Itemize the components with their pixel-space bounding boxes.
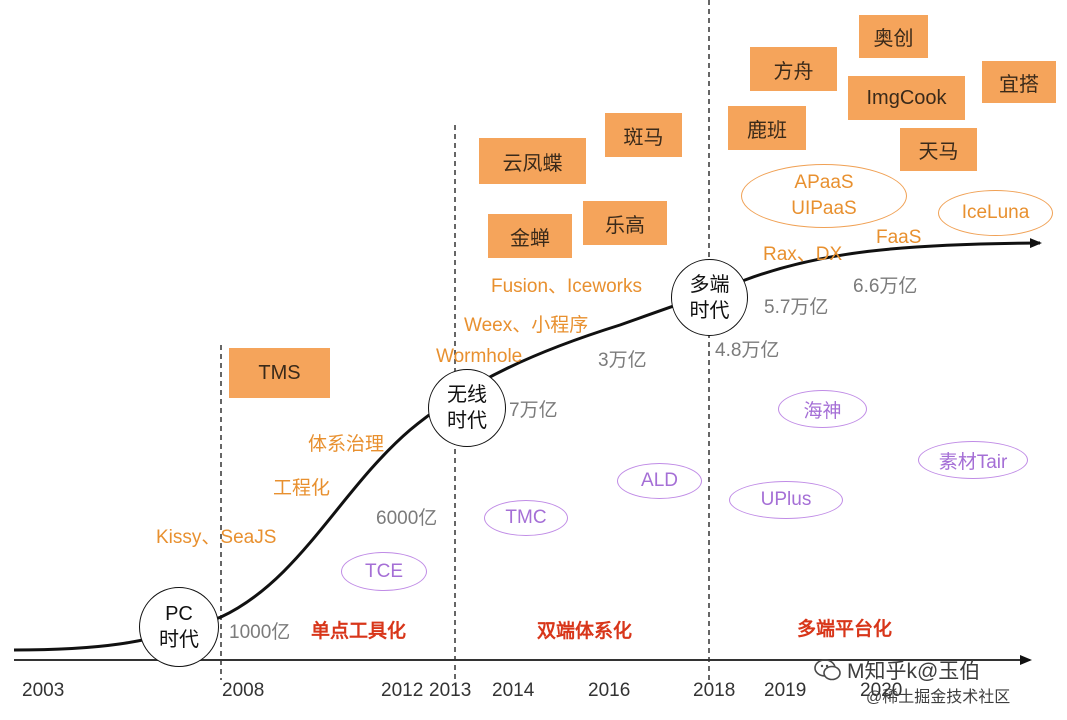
era-line2: 时代 (447, 410, 487, 432)
oval-line1: APaaS (794, 172, 854, 194)
year-label: 2014 (492, 680, 535, 701)
product-box: 奥创 (859, 15, 928, 58)
tech-label: Fusion、Iceworks (491, 276, 642, 297)
era-line1: 多端 (689, 273, 730, 296)
system-oval: TCE (341, 552, 427, 591)
tech-label: 工程化 (273, 478, 331, 499)
era-wireless: 无线 时代 (428, 369, 506, 447)
era-line2: 时代 (159, 629, 199, 651)
tech-label: FaaS (876, 227, 922, 248)
phase-label: 双端体系化 (537, 621, 633, 642)
gmv-label: 1000亿 (229, 622, 291, 643)
year-label: 2013 (429, 680, 472, 701)
platform-oval: IceLuna (938, 190, 1053, 236)
gmv-label: 6000亿 (376, 508, 438, 529)
tech-label: 体系治理 (308, 434, 385, 455)
gmv-label: 3万亿 (598, 350, 647, 371)
era-line1: 无线 (447, 384, 487, 406)
product-box: 鹿班 (728, 106, 806, 150)
tech-label: Wormhole (436, 346, 523, 367)
product-box: 金蝉 (488, 214, 572, 258)
system-oval: TMC (484, 500, 568, 536)
year-label: 2018 (693, 680, 736, 701)
tech-label: Weex、小程序 (464, 315, 589, 336)
year-label: 2020 (860, 680, 903, 701)
era-pc: PC 时代 (139, 587, 219, 667)
phase-label: 单点工具化 (311, 621, 407, 642)
era-line2: 时代 (689, 299, 730, 322)
gmv-label: 7万亿 (509, 400, 558, 421)
year-label: 2019 (764, 680, 807, 701)
watermark-line2: @稀土掘金技术社区 (866, 689, 1011, 706)
gmv-label: 5.7万亿 (764, 297, 829, 318)
year-label: 2003 (22, 680, 65, 701)
product-box: TMS (229, 348, 330, 398)
product-box: 天马 (900, 128, 977, 171)
gmv-label: 6.6万亿 (853, 276, 918, 297)
product-box: 斑马 (605, 113, 682, 157)
gmv-label: 4.8万亿 (715, 340, 780, 361)
oval-line2: UIPaaS (791, 198, 857, 219)
system-oval: 素材Tair (918, 441, 1028, 479)
era-line1: PC (165, 603, 193, 625)
system-oval: UPlus (729, 481, 843, 519)
wechat-icon (813, 655, 843, 685)
product-box: 方舟 (750, 47, 837, 91)
product-box: 宜搭 (982, 61, 1056, 103)
year-label: 2012 (381, 680, 424, 701)
year-label: 2008 (222, 680, 265, 701)
system-oval: 海神 (778, 390, 867, 428)
system-oval: ALD (617, 463, 702, 499)
product-box: 云凤蝶 (479, 138, 586, 184)
tech-label: Kissy、SeaJS (156, 527, 277, 548)
era-multi-device: 多端 时代 (671, 259, 748, 336)
phase-label: 多端平台化 (797, 619, 893, 640)
product-box: ImgCook (848, 76, 965, 120)
watermark-line1: M知乎k@玉伯 (847, 660, 981, 683)
oval-line1: IceLuna (961, 202, 1030, 224)
tech-label: Rax、DX (763, 244, 843, 265)
product-box: 乐高 (583, 201, 667, 245)
platform-oval: APaaS UIPaaS (741, 164, 907, 228)
year-label: 2016 (588, 680, 631, 701)
